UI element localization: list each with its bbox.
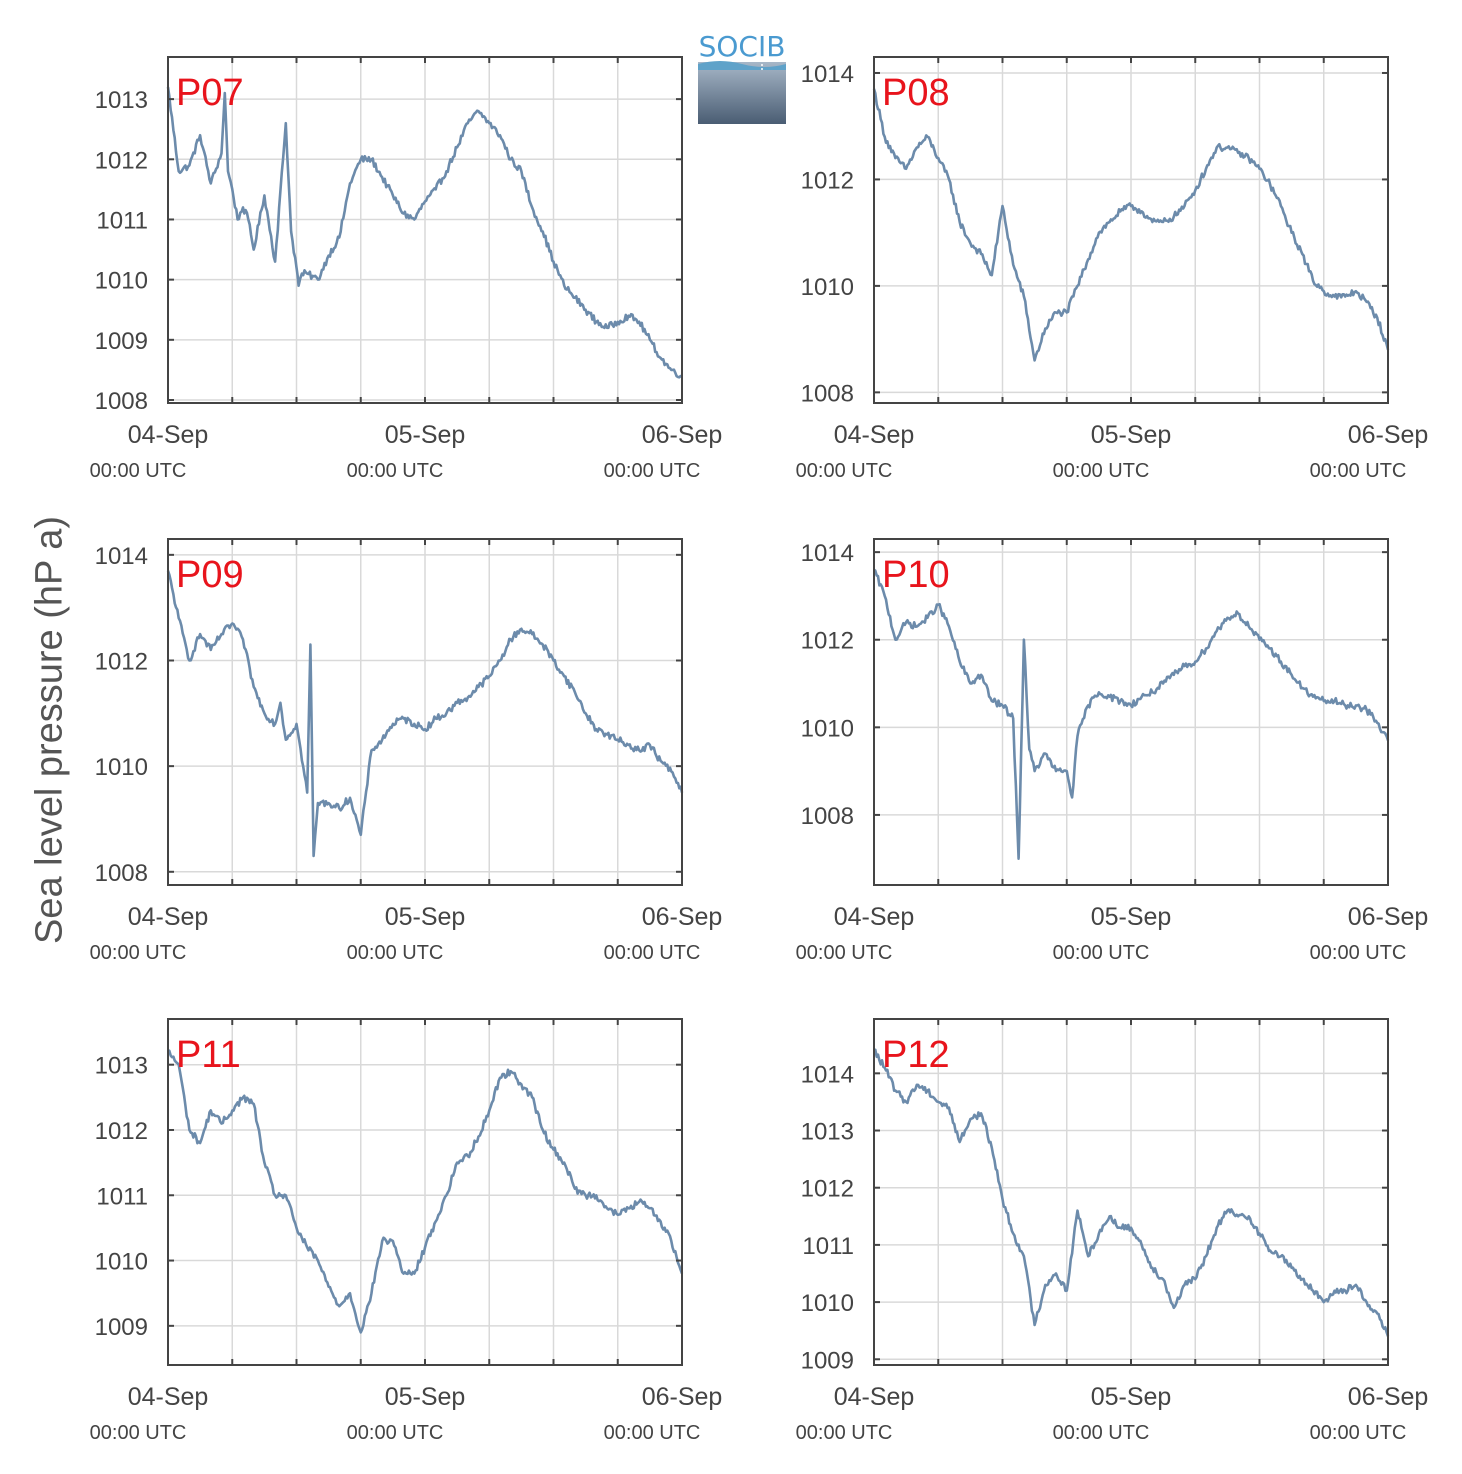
logo-text: SOCIB <box>698 30 786 63</box>
x-tick-label-time: 00:00 UTC <box>604 1422 701 1444</box>
x-tick-label-time: 00:00 UTC <box>347 1422 444 1444</box>
y-tick-label: 1010 <box>801 1290 854 1317</box>
x-tick-label-time: 00:00 UTC <box>347 942 444 964</box>
x-tick-label-time: 00:00 UTC <box>796 942 893 964</box>
x-tick-label-date: 05-Sep <box>385 903 466 931</box>
x-tick-label-time: 00:00 UTC <box>90 1422 187 1444</box>
y-tick-label: 1009 <box>95 1314 148 1341</box>
y-tick-label: 1010 <box>801 274 854 301</box>
x-tick-label-date: 06-Sep <box>1348 421 1429 449</box>
panel-p12: 1009 1010 1011 1012 1013 1014 04-Sep 00:00 UTC 0… <box>796 1018 1429 1444</box>
x-tick-label-date: 04-Sep <box>834 1383 915 1411</box>
y-tick-label: 1012 <box>801 628 854 655</box>
x-tick-label-date: 05-Sep <box>385 1383 466 1411</box>
x-tick-label-date: 05-Sep <box>1091 1383 1172 1411</box>
socib-logo: SOCIB <box>697 30 787 125</box>
y-tick-label: 1012 <box>95 1118 148 1145</box>
x-tick-label-date: 06-Sep <box>642 421 723 449</box>
x-tick-label-time: 00:00 UTC <box>604 460 701 482</box>
x-tick-label-time: 00:00 UTC <box>796 1422 893 1444</box>
panel-p11: 1009 1010 1011 1012 1013 04-Sep 00:00 UTC 05-Se… <box>90 1018 723 1444</box>
y-tick-label: 1012 <box>801 1176 854 1203</box>
logo-gradient-block <box>698 62 786 124</box>
x-tick-label-date: 06-Sep <box>642 1383 723 1411</box>
panel-p10: 1008 1010 1012 1014 04-Sep 00:00 UTC 05-Sep 00:… <box>796 538 1429 964</box>
y-tick-label: 1008 <box>95 388 148 415</box>
pressure-series-line <box>873 568 1390 860</box>
pressure-series-line <box>166 570 684 858</box>
x-tick-label-date: 05-Sep <box>1091 421 1172 449</box>
pressure-series-line <box>166 86 683 379</box>
y-tick-label: 1008 <box>801 803 854 830</box>
x-tick-label-time: 00:00 UTC <box>1053 1422 1150 1444</box>
x-tick-label-date: 06-Sep <box>642 903 723 931</box>
pressure-series-line <box>872 88 1390 362</box>
x-tick-label-time: 00:00 UTC <box>347 460 444 482</box>
y-tick-label: 1014 <box>95 543 148 570</box>
x-tick-label-time: 00:00 UTC <box>1053 942 1150 964</box>
y-tick-label: 1010 <box>95 1249 148 1276</box>
x-tick-label-date: 04-Sep <box>128 903 209 931</box>
y-tick-label: 1010 <box>95 268 148 295</box>
x-tick-label-date: 04-Sep <box>128 421 209 449</box>
y-tick-label: 1009 <box>801 1347 854 1374</box>
x-tick-label-date: 06-Sep <box>1348 903 1429 931</box>
x-tick-label-date: 04-Sep <box>128 1383 209 1411</box>
panel-p07: 1008 1009 1010 1011 1012 1013 04-Sep 00:00 UTC 0… <box>90 56 723 482</box>
logo-wave-icon <box>698 61 786 70</box>
x-tick-label-time: 00:00 UTC <box>90 942 187 964</box>
station-label: P12 <box>882 1034 950 1076</box>
y-tick-label: 1014 <box>801 540 854 567</box>
y-tick-label: 1009 <box>95 328 148 355</box>
x-tick-label-time: 00:00 UTC <box>796 460 893 482</box>
station-label: P07 <box>176 72 244 114</box>
x-tick-label-date: 04-Sep <box>834 421 915 449</box>
pressure-series-line <box>873 1048 1390 1337</box>
station-label: P11 <box>176 1034 241 1076</box>
x-tick-label-time: 00:00 UTC <box>1310 460 1407 482</box>
y-tick-label: 1013 <box>801 1119 854 1146</box>
panel-p08: 1008 1010 1012 1014 04-Sep 00:00 UTC 05-Sep 00:… <box>796 56 1429 482</box>
station-label: P09 <box>176 554 244 596</box>
y-tick-label: 1012 <box>95 648 148 675</box>
x-tick-label-date: 05-Sep <box>385 421 466 449</box>
y-tick-label: 1010 <box>801 715 854 742</box>
y-tick-label: 1013 <box>95 87 148 114</box>
x-tick-label-time: 00:00 UTC <box>1310 942 1407 964</box>
panel-p09: 1008 1010 1012 1014 04-Sep 00:00 UTC 05-Sep 00:… <box>90 538 723 964</box>
y-tick-label: 1010 <box>95 754 148 781</box>
y-tick-label: 1013 <box>95 1053 148 1080</box>
x-tick-label-date: 05-Sep <box>1091 903 1172 931</box>
y-tick-label: 1012 <box>801 167 854 194</box>
x-tick-label-time: 00:00 UTC <box>90 460 187 482</box>
station-label: P10 <box>882 554 950 596</box>
y-tick-label: 1014 <box>801 1061 854 1088</box>
x-tick-label-time: 00:00 UTC <box>1310 1422 1407 1444</box>
pressure-series-line <box>167 1049 684 1334</box>
y-tick-label: 1014 <box>801 61 854 88</box>
y-tick-label: 1008 <box>95 860 148 887</box>
x-tick-label-time: 00:00 UTC <box>1053 460 1150 482</box>
x-tick-label-time: 00:00 UTC <box>604 942 701 964</box>
x-tick-label-date: 04-Sep <box>834 903 915 931</box>
y-tick-label: 1011 <box>96 207 148 234</box>
x-tick-label-date: 06-Sep <box>1348 1383 1429 1411</box>
y-tick-label: 1011 <box>96 1183 148 1210</box>
y-tick-label: 1008 <box>801 380 854 407</box>
station-label: P08 <box>882 72 950 114</box>
y-tick-label: 1012 <box>95 147 148 174</box>
y-tick-label: 1011 <box>802 1233 854 1260</box>
